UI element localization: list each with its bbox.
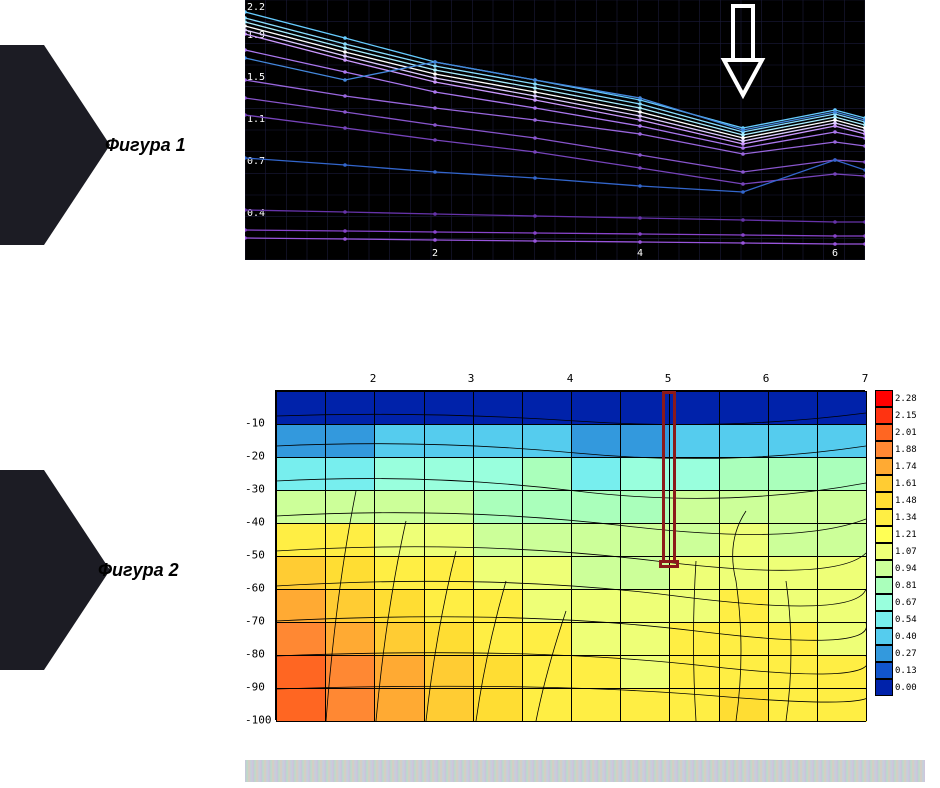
legend-row: 1.61	[875, 475, 925, 492]
figure-2-legend: 2.28 2.15 2.01 1.88 1.74 1.61 1.48 1.34 1.21 1.07…	[875, 390, 925, 696]
legend-swatch	[875, 577, 893, 594]
label-arrow-1	[0, 45, 110, 245]
legend-swatch	[875, 407, 893, 424]
x-tick: 7	[862, 372, 869, 385]
legend-swatch	[875, 543, 893, 560]
legend-swatch	[875, 441, 893, 458]
legend-swatch	[875, 645, 893, 662]
svg-text:2.2: 2.2	[247, 2, 265, 13]
legend-swatch	[875, 424, 893, 441]
legend-row: 2.01	[875, 424, 925, 441]
legend-swatch	[875, 475, 893, 492]
figure-1-chart: 2.21.91.51.10.70.4246	[245, 0, 865, 260]
legend-value: 2.28	[893, 394, 917, 404]
svg-text:6: 6	[832, 248, 838, 259]
legend-value: 0.81	[893, 581, 917, 591]
legend-swatch	[875, 628, 893, 645]
label-arrow-2	[0, 470, 110, 670]
y-tick: -90	[245, 681, 265, 694]
svg-text:2: 2	[432, 248, 438, 259]
y-tick: -80	[245, 648, 265, 661]
svg-text:4: 4	[637, 248, 643, 259]
legend-row: 0.54	[875, 611, 925, 628]
legend-row: 0.81	[875, 577, 925, 594]
arrow-annotation-icon	[724, 6, 762, 95]
x-tick: 3	[468, 372, 475, 385]
legend-value: 1.88	[893, 445, 917, 455]
figure-1-label: Фигура 1	[105, 135, 186, 156]
y-tick: -70	[245, 615, 265, 628]
legend-row: 1.07	[875, 543, 925, 560]
legend-row: 0.94	[875, 560, 925, 577]
legend-swatch	[875, 492, 893, 509]
legend-swatch	[875, 526, 893, 543]
legend-value: 1.61	[893, 479, 917, 489]
x-tick: 6	[763, 372, 770, 385]
y-tick: -20	[245, 450, 265, 463]
figure-2-heatmap	[275, 390, 865, 720]
legend-swatch	[875, 458, 893, 475]
legend-row: 0.00	[875, 679, 925, 696]
legend-value: 0.94	[893, 564, 917, 574]
legend-value: 0.00	[893, 683, 917, 693]
x-tick: 4	[567, 372, 574, 385]
y-tick: -50	[245, 549, 265, 562]
figure-1-svg: 2.21.91.51.10.70.4246	[245, 0, 865, 260]
legend-value: 0.40	[893, 632, 917, 642]
x-tick: 2	[370, 372, 377, 385]
legend-row: 1.21	[875, 526, 925, 543]
legend-value: 0.54	[893, 615, 917, 625]
x-tick: 5	[665, 372, 672, 385]
y-tick: -30	[245, 483, 265, 496]
figure-2-chart: 2 3 4 5 6 7 -10 -20 -30 -40 -50 -60 -70 -80 -90 -100 2…	[245, 370, 925, 740]
legend-row: 0.67	[875, 594, 925, 611]
legend-swatch	[875, 611, 893, 628]
legend-value: 0.67	[893, 598, 917, 608]
svg-text:0.7: 0.7	[247, 156, 265, 167]
legend-value: 1.07	[893, 547, 917, 557]
depth-marker-base	[659, 560, 679, 568]
y-tick: -60	[245, 582, 265, 595]
depth-marker	[662, 391, 676, 563]
legend-row: 2.28	[875, 390, 925, 407]
legend-row: 1.74	[875, 458, 925, 475]
legend-value: 0.13	[893, 666, 917, 676]
legend-swatch	[875, 662, 893, 679]
legend-row: 1.34	[875, 509, 925, 526]
legend-value: 1.74	[893, 462, 917, 472]
y-tick: -10	[245, 417, 265, 430]
noise-strip	[245, 760, 925, 782]
legend-value: 1.34	[893, 513, 917, 523]
legend-row: 1.48	[875, 492, 925, 509]
legend-row: 0.13	[875, 662, 925, 679]
legend-value: 0.27	[893, 649, 917, 659]
legend-value: 1.48	[893, 496, 917, 506]
y-tick: -100	[245, 714, 272, 727]
legend-swatch	[875, 560, 893, 577]
legend-row: 0.27	[875, 645, 925, 662]
legend-swatch	[875, 679, 893, 696]
figure-2-label: Фигура 2	[98, 560, 179, 581]
legend-swatch	[875, 390, 893, 407]
y-tick: -40	[245, 516, 265, 529]
legend-swatch	[875, 509, 893, 526]
legend-row: 1.88	[875, 441, 925, 458]
legend-value: 1.21	[893, 530, 917, 540]
legend-row: 2.15	[875, 407, 925, 424]
legend-value: 2.01	[893, 428, 917, 438]
legend-swatch	[875, 594, 893, 611]
legend-value: 2.15	[893, 411, 917, 421]
legend-row: 0.40	[875, 628, 925, 645]
